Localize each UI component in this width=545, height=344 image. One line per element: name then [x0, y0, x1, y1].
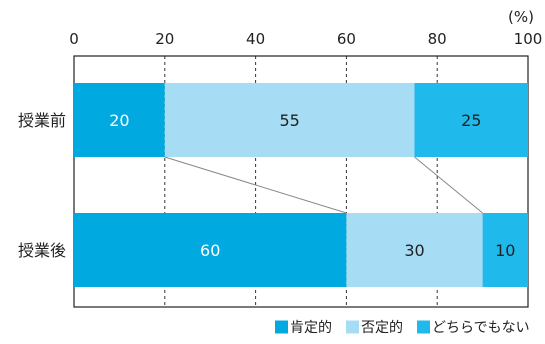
plot-frame — [73, 55, 529, 308]
x-tick-label: 20 — [155, 30, 174, 48]
legend-label: 否定的 — [361, 320, 403, 336]
bar-value-label: 10 — [495, 241, 515, 260]
bar-value-label: 60 — [200, 241, 220, 260]
legend-label: どちらでもない — [432, 320, 530, 336]
bar-segment — [74, 213, 347, 287]
x-tick-label: 0 — [69, 30, 79, 48]
bar-value-label: 30 — [404, 241, 424, 260]
bar-segment — [346, 213, 483, 287]
x-tick-label: 100 — [514, 30, 543, 48]
bar-segment — [74, 83, 165, 157]
category-label: 授業後 — [18, 241, 66, 260]
legend-label: 肯定的 — [290, 320, 332, 336]
connector-line — [414, 156, 483, 214]
category-label: 授業前 — [18, 111, 66, 130]
bar-value-label: 20 — [109, 111, 129, 130]
legend-swatch — [275, 320, 288, 334]
bar-value-label: 55 — [279, 111, 299, 130]
bar-segment — [164, 83, 415, 157]
legend-swatch — [346, 320, 359, 334]
x-tick-label: 80 — [428, 30, 447, 48]
bar-segment — [414, 83, 528, 157]
unit-label: (%) — [508, 8, 534, 26]
bar-value-label: 25 — [461, 111, 481, 130]
bar-segment — [482, 213, 528, 287]
x-tick-label: 60 — [337, 30, 356, 48]
legend-swatch — [417, 320, 430, 334]
x-tick-label: 40 — [246, 30, 265, 48]
connector-line — [164, 156, 347, 214]
